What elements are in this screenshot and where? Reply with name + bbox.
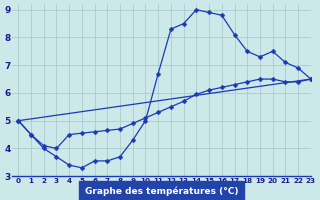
X-axis label: Graphe des températures (°C): Graphe des températures (°C) (84, 186, 238, 196)
